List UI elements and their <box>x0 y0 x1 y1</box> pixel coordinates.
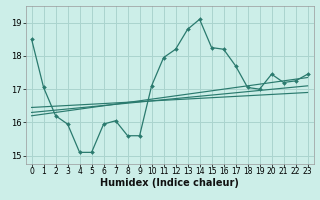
X-axis label: Humidex (Indice chaleur): Humidex (Indice chaleur) <box>100 178 239 188</box>
